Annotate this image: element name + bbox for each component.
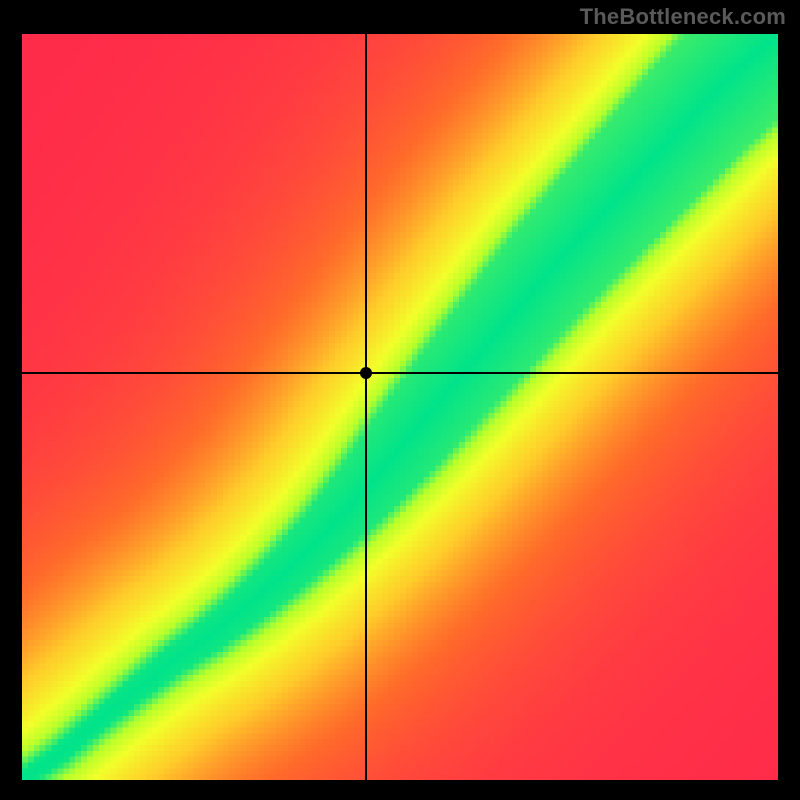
crosshair-vertical bbox=[365, 34, 367, 780]
crosshair-marker bbox=[360, 367, 372, 379]
watermark-text: TheBottleneck.com bbox=[580, 4, 786, 30]
heatmap-plot bbox=[22, 34, 778, 780]
crosshair-horizontal bbox=[22, 372, 778, 374]
heatmap-canvas bbox=[22, 34, 778, 780]
